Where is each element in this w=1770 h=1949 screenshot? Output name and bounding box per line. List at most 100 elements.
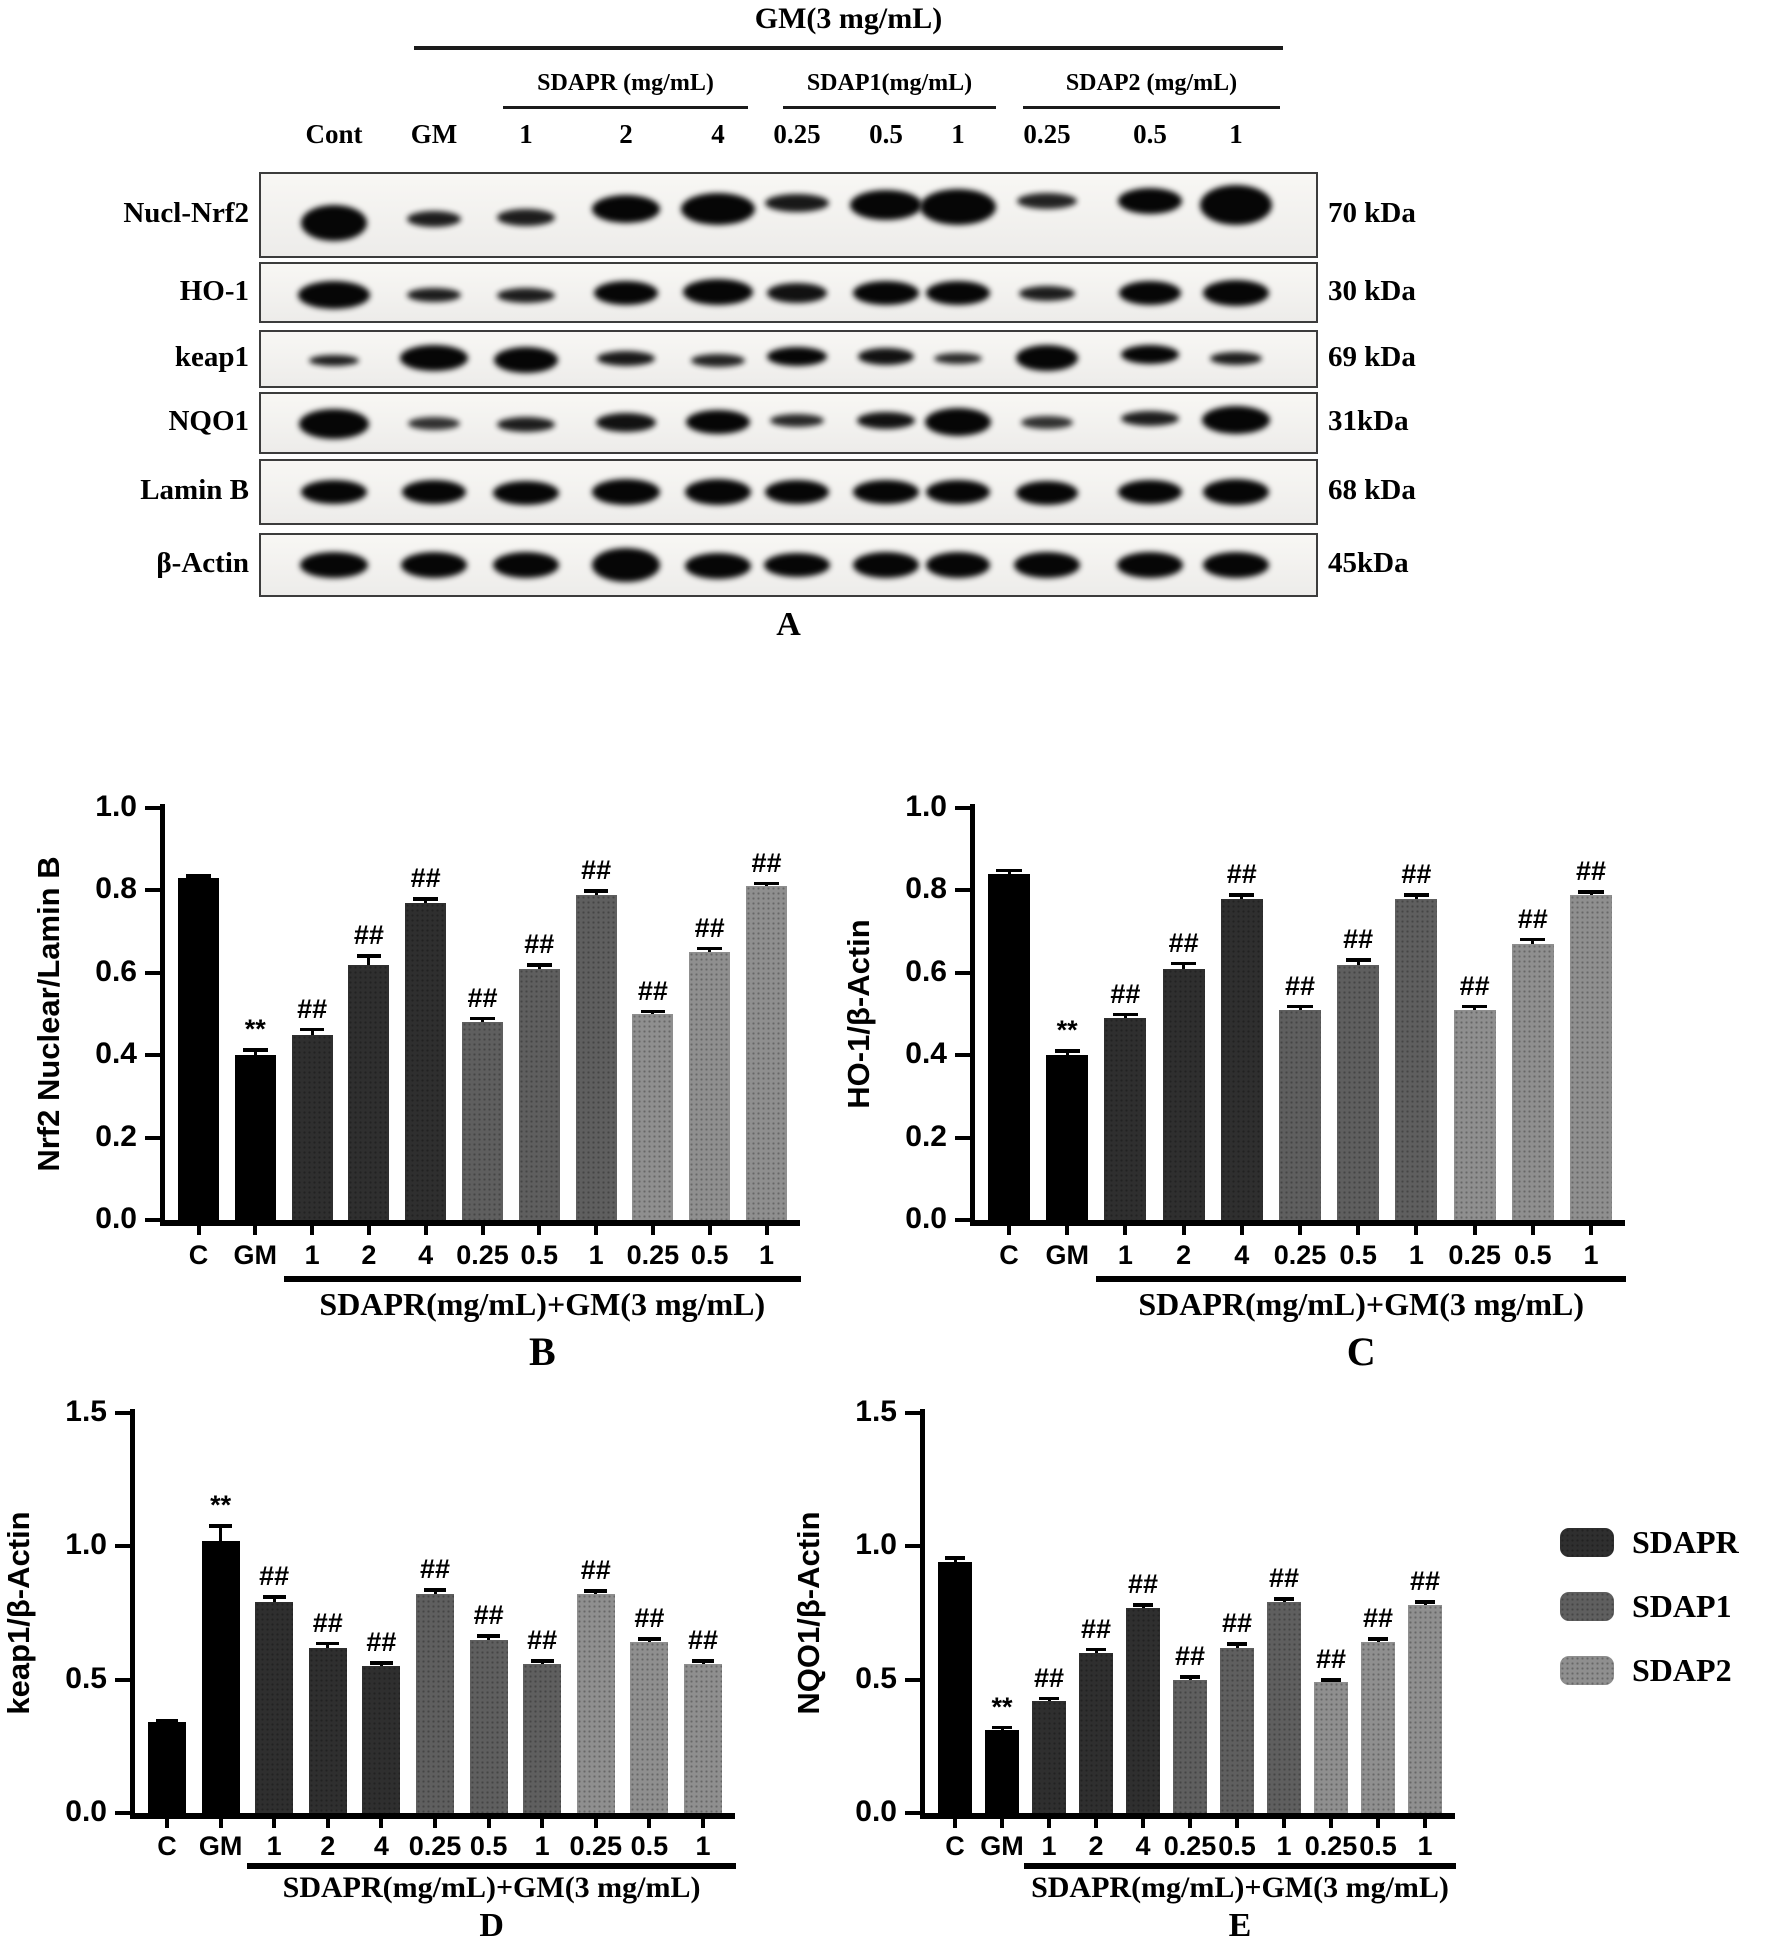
significance-annotation: ## [312,1607,343,1638]
protein-band [765,194,829,212]
y-tick-label: 1.0 [65,1528,107,1562]
x-tick [218,1819,223,1828]
error-bar-cap [423,1588,447,1592]
error-bar-whisker [253,1050,257,1056]
molecular-weight-label: 30 kDa [1328,274,1416,307]
bar [1511,943,1554,1220]
bar [632,1014,674,1220]
group-header-label: SDAP2 (mg/mL) [1065,70,1238,96]
protein-band [300,552,368,578]
protein-band [1117,552,1183,578]
error-bar-cap [996,868,1022,873]
error-bar-cap [584,1589,608,1593]
error-bar-cap [1345,958,1371,962]
error-bar-cap [530,1659,554,1663]
x-category-label: 0.25 [1163,1831,1217,1861]
protein-band [1203,479,1269,505]
significance-annotation: ## [1409,1566,1441,1597]
x-category-label: GM [1045,1240,1089,1270]
legend-swatch [1560,1592,1614,1621]
y-tick [145,1218,160,1222]
bar [1314,1682,1348,1813]
protein-label: β-Actin [156,547,249,579]
error-bar-whisker [537,965,541,969]
protein-band [494,347,558,373]
protein-label: NQO1 [168,405,249,437]
protein-band [683,278,753,305]
significance-annotation: ## [580,1555,611,1586]
x-category-label: C [188,1240,209,1270]
protein-band [925,408,991,436]
x-category-label: 1 [588,1240,604,1270]
y-tick-label: 0.0 [95,1202,137,1235]
x-tick [1414,1226,1419,1235]
y-tick [145,970,160,975]
protein-band [594,280,658,305]
y-axis-line [970,804,975,1220]
y-tick [955,1218,970,1222]
bar [1279,1009,1321,1220]
x-category-label: 0.5 [1218,1831,1256,1861]
protein-band [681,193,755,225]
legend-label: SDAP1 [1632,1588,1732,1624]
x-category-label: 0.25 [456,1240,509,1270]
significance-annotation: ## [467,982,498,1013]
error-bar-cap [1320,1678,1342,1682]
significance-annotation: ## [1127,1569,1159,1599]
significance-annotation: ## [1401,859,1432,890]
error-bar-cap [1132,1603,1154,1607]
error-bar-cap [243,1048,268,1052]
protein-band [764,553,830,577]
x-axis-title: SDAPR(mg/mL)+GM(3 mg/mL) [319,1286,766,1322]
x-category-label: 1 [1408,1240,1424,1270]
error-bar-whisker [1298,1006,1302,1010]
x-tick [1123,1226,1128,1235]
error-bar-whisker [1240,895,1244,899]
protein-band [857,411,915,429]
significance-annotation: ## [353,920,384,951]
group-header-underline [503,106,748,109]
x-tick [701,1819,705,1828]
x-tick [1282,1819,1286,1828]
x-axis-line [920,1813,1455,1819]
significance-annotation: ## [637,975,668,1006]
x-tick [1589,1226,1593,1235]
x-category-label: 0.5 [1514,1240,1552,1270]
protein-label: keap1 [174,341,249,373]
x-category-label: C [157,1831,177,1861]
protein-band [1202,406,1270,434]
y-axis-title: NQO1/β-Actin [791,1511,826,1715]
error-bar-cap [1462,1004,1488,1009]
x-tick [1235,1819,1239,1828]
error-bar-cap [155,1718,179,1723]
bar [1079,1653,1113,1813]
protein-band [767,282,827,303]
x-category-label: 0.5 [690,1240,729,1270]
error-bar-cap [697,946,722,951]
significance-annotation: ## [751,847,782,878]
significance-annotation: ## [694,912,725,943]
molecular-weight-label: 70 kDa [1328,197,1416,229]
x-tick [1065,1226,1070,1235]
bar [234,1055,276,1220]
x-tick [1188,1819,1192,1828]
protein-band [691,353,745,367]
y-axis-line [920,1409,925,1813]
protein-band [592,479,660,505]
error-bar-cap [944,1556,966,1560]
error-bar-cap [370,1661,393,1665]
x-tick [1472,1226,1477,1235]
error-bar-cap [209,1524,232,1528]
y-tick-label: 1.0 [905,790,947,823]
error-bar-cap [299,1027,325,1032]
y-tick [905,1677,920,1682]
group-header-label: SDAPR (mg/mL) [537,70,714,96]
protein-band [850,190,922,220]
x-category-label: 0.25 [1304,1831,1358,1861]
error-bar-cap [638,1637,661,1641]
error-bar-whisker [1282,1599,1286,1603]
blot-strip [259,533,1318,597]
significance-annotation: ## [527,1625,558,1655]
error-bar-cap [477,1634,500,1638]
error-bar-cap [356,954,382,958]
